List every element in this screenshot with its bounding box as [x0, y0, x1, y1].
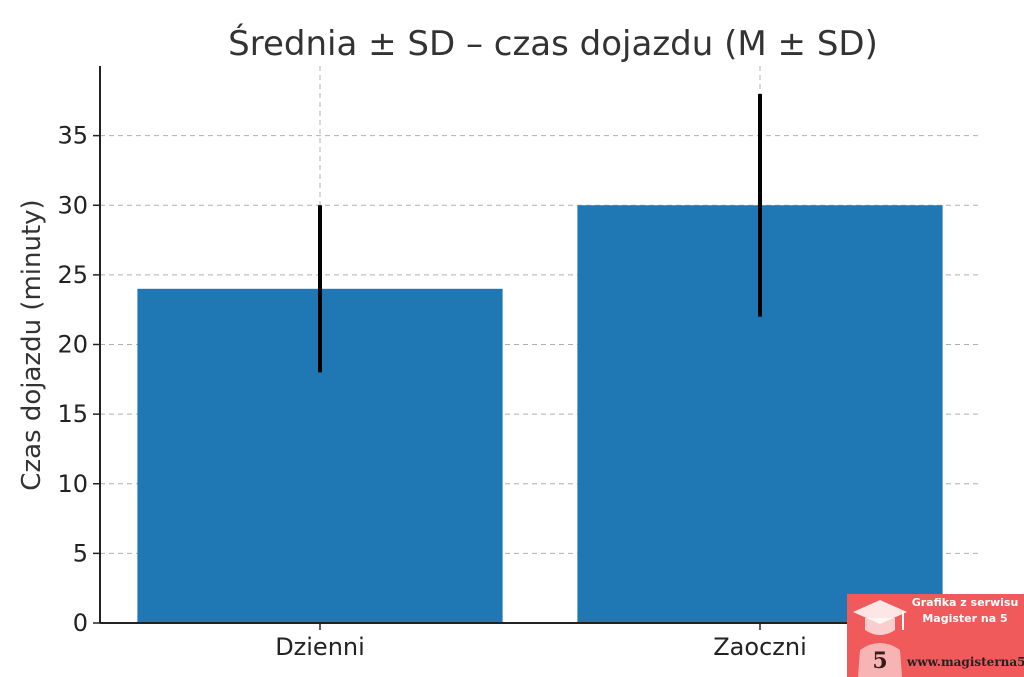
- y-tick-label: 15: [57, 400, 88, 428]
- x-tick-label: Zaoczni: [713, 633, 807, 661]
- y-tick-label: 20: [57, 331, 88, 359]
- watermark-line2: Magister na 5: [922, 612, 1007, 625]
- chart-title: Średnia ± SD – czas dojazdu (M ± SD): [228, 23, 878, 64]
- x-tick-label: Dzienni: [275, 633, 365, 661]
- watermark-badge-digit: 5: [872, 648, 887, 674]
- watermark: 5 Grafika z serwisu Magister na 5 www.ma…: [847, 594, 1024, 677]
- y-tick-label: 0: [73, 609, 88, 637]
- y-tick-labels: 0 5 10 15 20 25 30 35: [57, 122, 100, 637]
- error-bars: [318, 93, 762, 373]
- y-tick-label: 35: [57, 122, 88, 150]
- x-tick-labels: Dzienni Zaoczni: [275, 623, 807, 661]
- watermark-url: www.magisterna5.pl: [906, 655, 1024, 669]
- y-tick-label: 10: [57, 470, 88, 498]
- y-tick-label: 5: [73, 539, 88, 567]
- y-axis-label: Czas dojazdu (minuty): [17, 199, 47, 490]
- graduate-icon: [853, 600, 907, 677]
- y-tick-label: 30: [57, 191, 88, 219]
- bars: [137, 205, 943, 623]
- y-tick-label: 25: [57, 261, 88, 289]
- watermark-line1: Grafika z serwisu: [912, 596, 1019, 609]
